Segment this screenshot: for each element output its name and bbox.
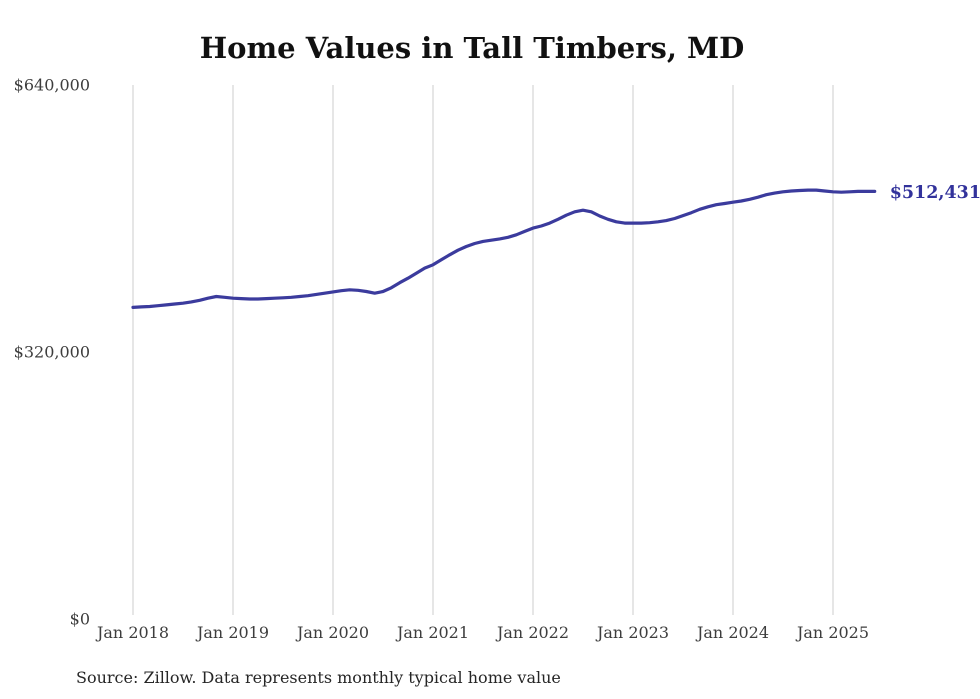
gridlines — [132, 85, 834, 615]
x-axis-tick-labels: Jan 2018 Jan 2019 Jan 2020 Jan 2021 Jan 2022… — [95, 623, 869, 642]
x-tick-label: Jan 2020 — [295, 623, 369, 642]
source-note: Source: Zillow. Data represents monthly … — [76, 668, 561, 687]
home-value-series-line — [131, 188, 877, 309]
x-tick-label: Jan 2021 — [395, 623, 469, 642]
x-tick-label: Jan 2024 — [695, 623, 769, 642]
y-tick-label: $320,000 — [14, 343, 90, 362]
y-tick-label: $640,000 — [14, 76, 90, 95]
latest-value-label: $512,431 — [890, 183, 980, 203]
x-tick-label: Jan 2022 — [495, 623, 569, 642]
y-tick-label: $0 — [70, 610, 90, 629]
x-tick-label: Jan 2018 — [95, 623, 169, 642]
chart-title: Home Values in Tall Timbers, MD — [200, 31, 745, 65]
x-tick-label: Jan 2025 — [795, 623, 869, 642]
x-tick-label: Jan 2023 — [595, 623, 669, 642]
y-axis-tick-labels: $0 $320,000 $640,000 — [14, 76, 90, 629]
x-tick-label: Jan 2019 — [195, 623, 269, 642]
